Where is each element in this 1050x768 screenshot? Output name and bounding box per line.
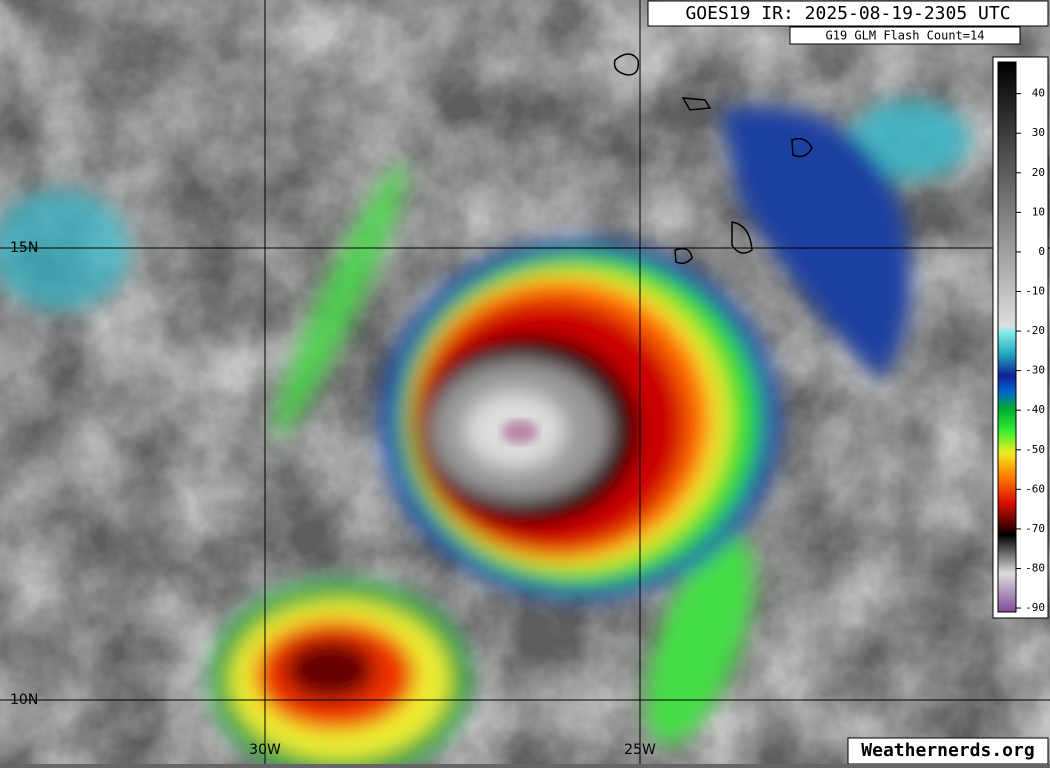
colorbar-tick-label: -90 bbox=[1025, 601, 1045, 614]
colorbar-tick-label: 30 bbox=[1032, 126, 1045, 139]
lat-label: 15N bbox=[10, 240, 38, 256]
lon-label: 30W bbox=[249, 742, 281, 758]
title: GOES19 IR: 2025-08-19-2305 UTC bbox=[685, 3, 1010, 24]
core bbox=[502, 420, 538, 444]
colorbar-tick-label: -20 bbox=[1025, 324, 1045, 337]
colorbar-tick-label: -30 bbox=[1025, 364, 1045, 377]
colorbar-tick-label: 20 bbox=[1032, 166, 1045, 179]
title-box bbox=[647, 0, 1049, 27]
colorbar-tick-label: 0 bbox=[1038, 245, 1045, 258]
colorbar-tick-label: -70 bbox=[1025, 522, 1045, 535]
colorbar-tick-label: -50 bbox=[1025, 443, 1045, 456]
colorbar-tick-label: 40 bbox=[1032, 87, 1045, 100]
lat-label: 10N bbox=[10, 692, 38, 708]
flash-count: G19 GLM Flash Count=14 bbox=[826, 29, 985, 43]
colorbar bbox=[997, 61, 1017, 613]
colorbar-tick-label: -40 bbox=[1025, 403, 1045, 416]
colorbar-tick-label: -60 bbox=[1025, 482, 1045, 495]
colorbar-tick-label: -10 bbox=[1025, 284, 1045, 297]
colorbar-ticks: 40 30 20 10 0 -10 -20 -30 -40 -50 -60 -70 -80 -90 bbox=[1016, 87, 1045, 614]
colorbar-tick-label: 10 bbox=[1032, 205, 1045, 218]
watermark: Weathernerds.org bbox=[861, 740, 1034, 761]
islands bbox=[613, 53, 813, 265]
colorbar-tick-label: -80 bbox=[1025, 561, 1045, 574]
flash-box bbox=[789, 26, 1021, 45]
lon-label: 25W bbox=[624, 742, 656, 758]
